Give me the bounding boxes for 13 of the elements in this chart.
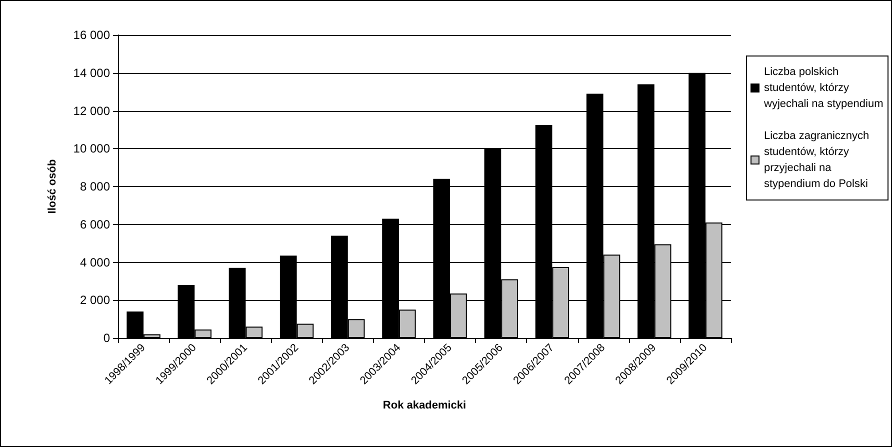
y-tick-label: 12 000: [73, 104, 110, 118]
y-tick-label: 14 000: [73, 66, 110, 80]
y-tick-label: 10 000: [73, 142, 110, 156]
legend-label: Liczba zagranicznych studentów, którzy przyjechali na stypendium do Polski: [764, 130, 872, 190]
y-tick-label: 16 000: [73, 28, 110, 42]
y-tick-label: 0: [103, 331, 110, 345]
y-tick-label: 4 000: [80, 255, 110, 270]
y-tick-label: 8 000: [80, 180, 110, 194]
x-axis-title: Rok akademicki: [382, 400, 466, 412]
y-tick-label: 2 000: [80, 293, 110, 308]
y-axis-title: Ilość osób: [46, 159, 58, 214]
y-tick-label: 6 000: [80, 217, 110, 232]
legend-label: Liczba polskich studentów, którzy wyjechali na stypendium: [763, 66, 884, 110]
